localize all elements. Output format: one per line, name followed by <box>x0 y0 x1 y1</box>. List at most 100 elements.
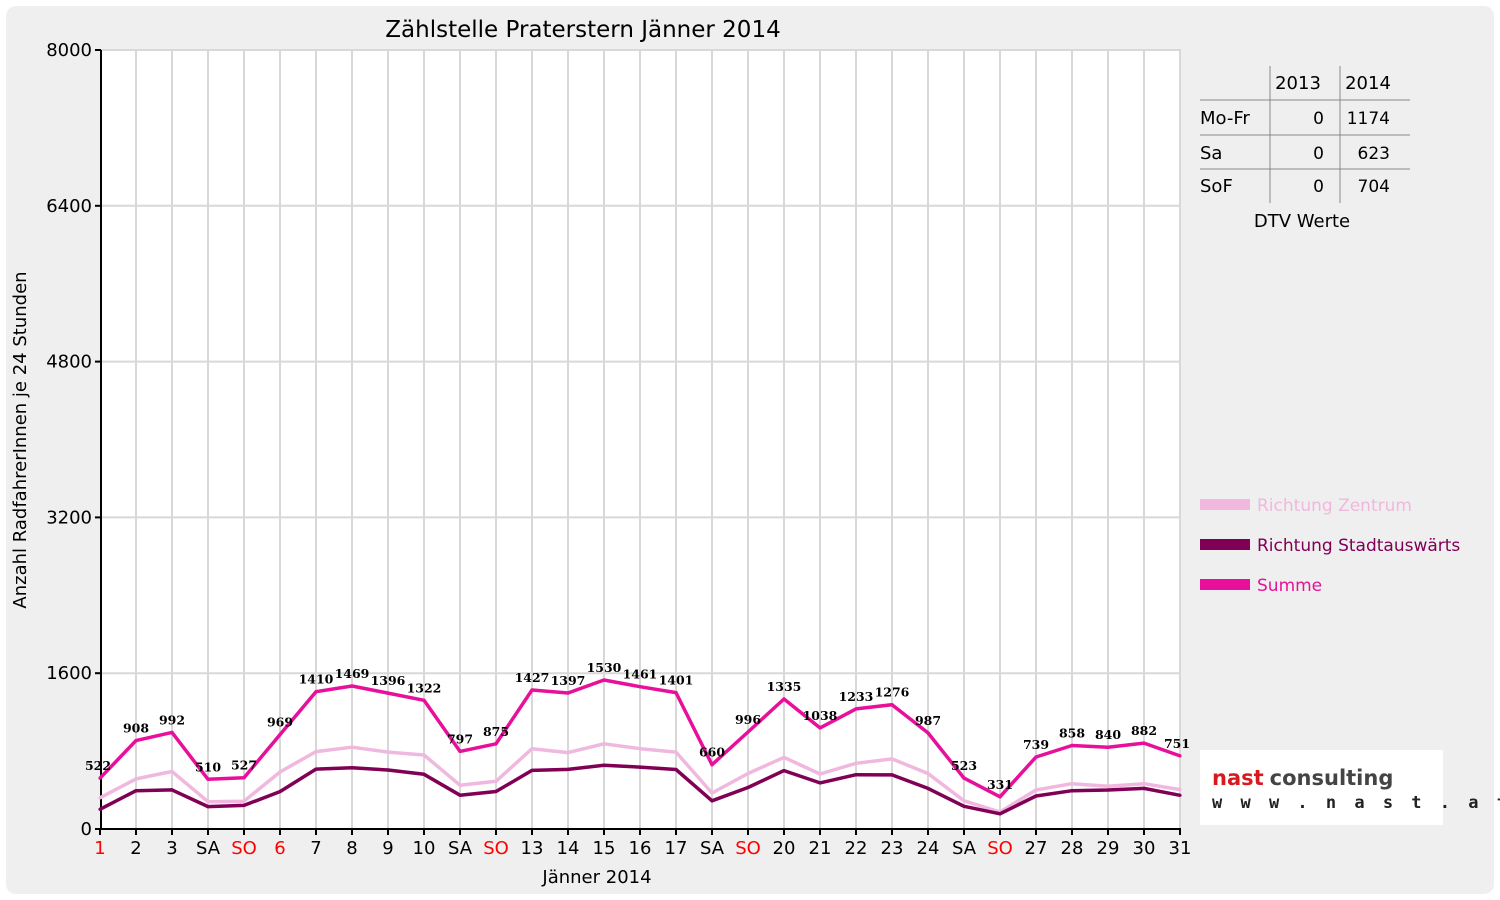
data-point <box>1178 793 1182 797</box>
data-label: 1397 <box>551 673 586 688</box>
data-point <box>854 773 858 777</box>
data-point <box>1034 794 1038 798</box>
legend: Richtung Zentrum Richtung Stadtauswärts Su… <box>1200 496 1460 596</box>
data-point <box>386 768 390 772</box>
data-point <box>566 691 570 695</box>
legend-swatch <box>1200 539 1250 550</box>
data-point <box>746 785 750 790</box>
x-tick-label: 23 <box>881 838 904 859</box>
data-point <box>1106 788 1110 792</box>
x-tick-label: SA <box>196 838 221 859</box>
x-tick-label: SA <box>952 838 977 859</box>
x-tick-label: SA <box>448 838 473 859</box>
y-axis-title: Anzahl RadfahrerInnen je 24 Stunden <box>10 271 31 608</box>
data-point <box>206 805 210 809</box>
data-point <box>350 766 354 770</box>
data-point <box>1178 754 1182 758</box>
data-label: 858 <box>1059 726 1085 741</box>
x-tick-label: 24 <box>917 838 940 859</box>
logo-brand-part2: consulting <box>1270 766 1394 790</box>
logo-box <box>1200 750 1443 825</box>
axes <box>95 49 1181 835</box>
data-point <box>638 765 642 769</box>
chart-title: Zählstelle Praterstern Jänner 2014 <box>385 17 780 43</box>
x-tick-label: 22 <box>845 838 868 859</box>
data-point <box>674 767 678 772</box>
data-point <box>494 789 498 794</box>
data-point <box>566 767 570 772</box>
data-point <box>782 755 786 760</box>
table-header-2014: 2014 <box>1345 73 1391 94</box>
data-point <box>350 684 354 688</box>
table-cell: 0 <box>1313 109 1324 129</box>
data-point <box>674 691 678 695</box>
data-point <box>458 793 462 797</box>
dtv-table: 2013 2014 Mo-Fr 0 1174 Sa 0 623 SoF 0 70… <box>1200 66 1410 232</box>
data-point <box>710 799 714 803</box>
y-tick-label: 1600 <box>46 663 92 684</box>
data-point <box>422 698 426 702</box>
data-point <box>1106 784 1110 788</box>
x-tick-label: 3 <box>166 838 177 859</box>
x-tick-label: SO <box>987 838 1013 859</box>
logo-brand-part1: nast <box>1212 766 1264 790</box>
table-cell: 1174 <box>1347 109 1390 129</box>
data-label: 908 <box>123 721 149 736</box>
data-label: 522 <box>85 758 111 773</box>
data-label: 992 <box>159 712 185 727</box>
data-point <box>98 807 102 811</box>
data-point <box>746 771 750 776</box>
data-label: 1461 <box>623 667 658 682</box>
y-tick-label: 4800 <box>46 352 92 373</box>
data-point <box>206 777 210 781</box>
legend-swatch <box>1200 579 1250 590</box>
data-point <box>350 745 354 749</box>
data-label: 882 <box>1131 723 1157 738</box>
x-tick-label: 30 <box>1133 838 1156 859</box>
x-tick-label: 14 <box>557 838 580 859</box>
data-point <box>602 678 606 682</box>
data-point <box>278 790 282 794</box>
data-label: 331 <box>987 777 1013 792</box>
data-point <box>962 776 966 780</box>
data-label: 1401 <box>659 673 694 688</box>
x-tick-label: 6 <box>274 838 285 859</box>
data-point <box>890 703 894 707</box>
x-tick-label: 7 <box>310 838 321 859</box>
data-point <box>278 733 282 737</box>
table-row-label: Mo-Fr <box>1200 108 1250 129</box>
data-point <box>494 779 498 783</box>
logo: nast consulting w w w . n a s t . a t <box>1200 750 1500 825</box>
data-point <box>314 690 318 694</box>
table-row-label: Sa <box>1200 143 1222 164</box>
data-point <box>278 770 282 774</box>
data-label: 1427 <box>515 670 550 685</box>
data-point <box>458 783 462 787</box>
data-label: 1396 <box>371 673 406 688</box>
data-point <box>854 707 858 711</box>
data-point <box>1070 743 1074 748</box>
data-label: 1233 <box>839 689 874 704</box>
data-point <box>386 750 390 754</box>
table-cell: 623 <box>1358 144 1390 164</box>
data-label: 510 <box>195 759 221 774</box>
data-point <box>854 761 858 765</box>
data-point <box>566 751 570 755</box>
x-tick-label: SO <box>231 838 257 859</box>
legend-label: Summe <box>1257 576 1322 596</box>
x-tick-label: 27 <box>1025 838 1048 859</box>
data-label: 751 <box>1164 736 1190 751</box>
data-point <box>998 795 1002 799</box>
data-label: 969 <box>267 715 293 730</box>
logo-brand: nast consulting <box>1212 766 1393 790</box>
data-point <box>674 750 678 754</box>
legend-label: Richtung Stadtauswärts <box>1257 536 1460 556</box>
data-point <box>494 742 498 746</box>
x-tick-labels: 1 2 3 SA SO 6 7 8 9 10 SA SO 13 14 15 16 17 SA SO 20 21 22 23 2… <box>94 838 1191 859</box>
x-tick-label: SO <box>483 838 509 859</box>
x-tick-label: 13 <box>521 838 544 859</box>
data-label: 1335 <box>767 679 802 694</box>
data-point <box>1142 786 1146 791</box>
data-point <box>962 799 966 803</box>
